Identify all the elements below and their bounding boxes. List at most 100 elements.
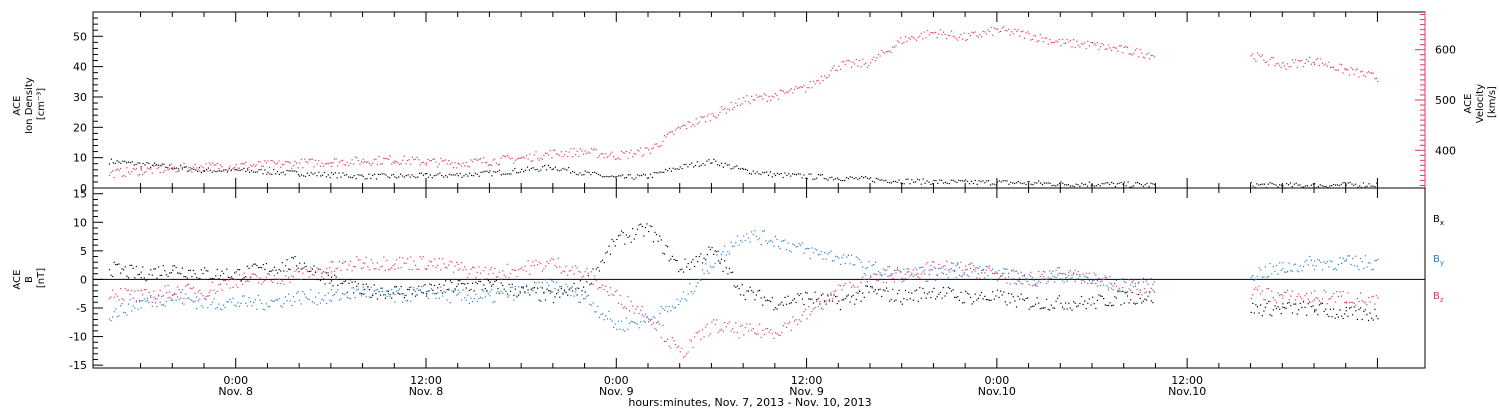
data-point (1021, 183, 1023, 185)
data-point (1030, 183, 1032, 185)
data-point (554, 149, 556, 151)
data-point (291, 275, 293, 277)
data-point (1057, 274, 1059, 276)
data-point (759, 237, 761, 239)
data-point (769, 171, 771, 173)
data-point (570, 269, 572, 272)
data-point (264, 268, 266, 271)
data-point (1098, 294, 1100, 296)
data-point (134, 307, 136, 309)
data-point (1109, 183, 1111, 185)
data-point (922, 38, 924, 40)
data-point (164, 270, 166, 272)
data-point (782, 176, 784, 179)
data-point (654, 143, 656, 145)
data-point (643, 235, 645, 237)
data-point (468, 273, 470, 275)
data-point (115, 293, 117, 295)
data-point (728, 164, 730, 166)
data-point (903, 268, 905, 270)
data-point (812, 252, 815, 254)
data-point (218, 303, 220, 305)
data-point (644, 313, 646, 315)
data-point (479, 280, 482, 283)
data-point (240, 163, 242, 165)
data-point (262, 308, 264, 310)
data-point (703, 273, 705, 275)
data-point (483, 270, 485, 272)
data-point (254, 299, 256, 301)
data-point (495, 292, 497, 294)
data-point (446, 176, 449, 178)
data-point (522, 286, 524, 288)
data-point (1258, 285, 1260, 287)
data-point (605, 285, 607, 287)
data-point (1019, 182, 1021, 184)
data-point (307, 271, 309, 273)
data-point (385, 174, 387, 176)
data-point (838, 257, 840, 259)
data-point (1288, 184, 1290, 186)
data-point (373, 268, 375, 270)
data-point (1302, 301, 1305, 303)
data-point (912, 37, 914, 39)
data-point (846, 295, 848, 297)
data-point (630, 149, 632, 151)
data-point (583, 153, 585, 155)
data-point (909, 183, 911, 185)
data-point (1015, 270, 1018, 272)
data-point (398, 176, 400, 178)
data-point (928, 181, 930, 183)
data-point (1074, 269, 1076, 271)
data-point (527, 289, 529, 291)
data-point (207, 270, 209, 272)
data-point (246, 167, 248, 170)
data-point (554, 166, 556, 168)
data-point (640, 223, 642, 225)
data-point (1153, 56, 1155, 58)
data-point (1353, 73, 1355, 75)
data-point (1080, 279, 1083, 281)
data-point (1055, 185, 1057, 187)
data-point (169, 296, 171, 298)
data-point (542, 166, 544, 168)
data-point (844, 63, 846, 66)
data-point (652, 322, 654, 324)
data-point (1150, 278, 1152, 280)
data-point (218, 278, 220, 280)
data-point (1145, 53, 1148, 56)
data-point (202, 167, 204, 169)
data-point (787, 323, 789, 325)
data-point (700, 116, 702, 118)
data-point (900, 301, 902, 303)
data-point (1130, 53, 1132, 55)
data-point (494, 267, 496, 269)
data-point (475, 158, 477, 160)
data-point (687, 293, 689, 295)
data-point (981, 36, 983, 38)
data-point (546, 282, 548, 284)
data-point (1307, 185, 1309, 187)
data-point (633, 312, 635, 314)
data-point (297, 271, 299, 273)
data-point (235, 164, 237, 166)
data-point (278, 278, 280, 280)
data-point (1107, 289, 1110, 291)
data-point (1150, 287, 1152, 289)
data-point (906, 271, 908, 273)
data-point (267, 160, 269, 162)
data-point (303, 262, 306, 264)
data-point (766, 299, 769, 301)
data-point (833, 65, 835, 67)
data-point (1258, 267, 1260, 269)
data-point (440, 286, 442, 288)
data-point (773, 245, 775, 247)
data-point (552, 302, 555, 304)
data-point (189, 169, 191, 171)
data-point (575, 288, 577, 290)
data-point (454, 174, 456, 176)
data-point (1093, 185, 1096, 187)
data-point (456, 173, 458, 175)
velocity-tick-label: 400 (1435, 144, 1456, 157)
data-point (470, 297, 472, 299)
